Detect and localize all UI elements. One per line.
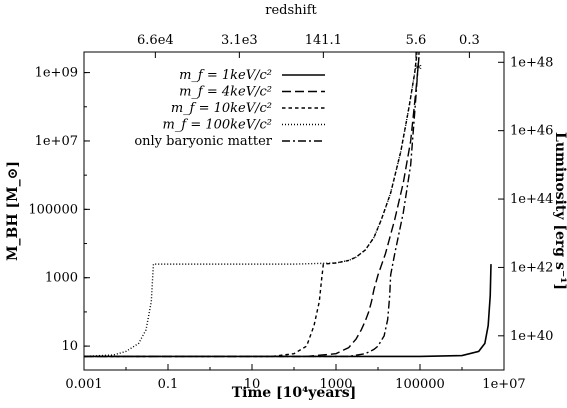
series-line-4: [84, 52, 420, 358]
top-tick-label: 3.1e3: [221, 33, 258, 48]
y-axis-right-title: Luminosity [erg s⁻¹]: [552, 132, 567, 290]
legend-label: m_f = 4keV/c²: [179, 85, 272, 100]
top-tick-label: 0.3: [459, 33, 480, 48]
series-line-3: [84, 52, 418, 358]
y-right-tick-label: 1e+46: [510, 124, 553, 139]
x-tick-label: 100000: [395, 377, 445, 392]
x-tick-label: 1e+07: [482, 377, 525, 392]
y-right-tick-label: 1e+42: [510, 260, 553, 275]
y-left-tick-label: 100000: [28, 202, 78, 217]
annotation-marker: *: [414, 61, 422, 79]
x-axis-title: Time [10⁴years]: [232, 385, 357, 401]
plot-frame: [83, 51, 505, 371]
legend-label: only baryonic matter: [134, 134, 272, 149]
series-line-0: [84, 264, 492, 358]
y-right-tick-label: 1e+44: [510, 192, 553, 207]
x-tick-label: 0.1: [158, 377, 179, 392]
y-left-tick-label: 10: [61, 339, 78, 354]
y-left-tick-label: 1000: [45, 271, 78, 286]
top-axis-title: redshift: [265, 3, 317, 18]
x-tick-label: 1000: [319, 377, 352, 392]
top-tick-label: 5.6: [406, 33, 427, 48]
legend-label: m_f = 1keV/c²: [179, 68, 272, 83]
top-tick-label: 6.6e4: [137, 33, 174, 48]
y-right-tick-label: 1e+40: [510, 329, 553, 344]
series-line-2: [84, 52, 418, 358]
y-axis-left-title: M_BH [M_⊙]: [5, 161, 21, 261]
series-line-1: [84, 56, 420, 358]
legend-label: m_f = 10keV/c²: [171, 101, 272, 116]
y-left-tick-label: 1e+09: [35, 66, 78, 81]
y-right-tick-label: 1e+48: [510, 55, 553, 70]
top-tick-label: 141.1: [305, 33, 342, 48]
x-tick-label: 0.001: [65, 377, 102, 392]
legend-label: m_f = 100keV/c²: [163, 118, 272, 133]
x-tick-label: 10: [244, 377, 261, 392]
y-left-tick-label: 1e+07: [35, 134, 78, 149]
